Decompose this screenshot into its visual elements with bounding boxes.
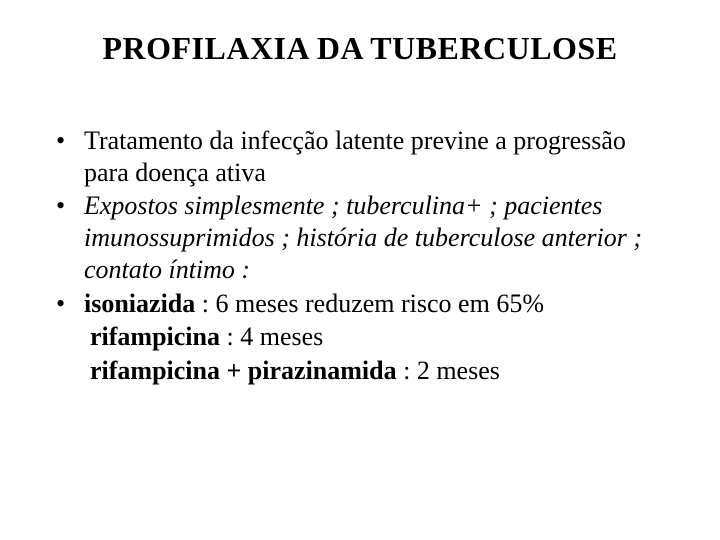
list-item: Tratamento da infecção latente previne a… [50, 125, 670, 188]
text-segment: : 4 meses [220, 322, 323, 351]
list-item: isoniazida : 6 meses reduzem risco em 65… [50, 288, 670, 320]
list-item: rifampicina + pirazinamida : 2 meses [50, 355, 670, 387]
slide-title: PROFILAXIA DA TUBERCULOSE [50, 30, 670, 67]
list-item: Expostos simplesmente ; tuberculina+ ; p… [50, 190, 670, 285]
bullet-list: Tratamento da infecção latente previne a… [50, 125, 670, 387]
text-segment: rifampicina + pirazinamida [90, 356, 397, 385]
text-segment: Expostos simplesmente ; tuberculina+ ; p… [84, 191, 642, 283]
text-segment: : 6 meses reduzem risco em 65% [195, 289, 544, 318]
text-segment: rifampicina [90, 322, 220, 351]
text-segment: isoniazida [84, 289, 195, 318]
text-segment: Tratamento da infecção latente previne a… [84, 126, 626, 187]
list-item: rifampicina : 4 meses [50, 321, 670, 353]
text-segment: : 2 meses [397, 356, 500, 385]
